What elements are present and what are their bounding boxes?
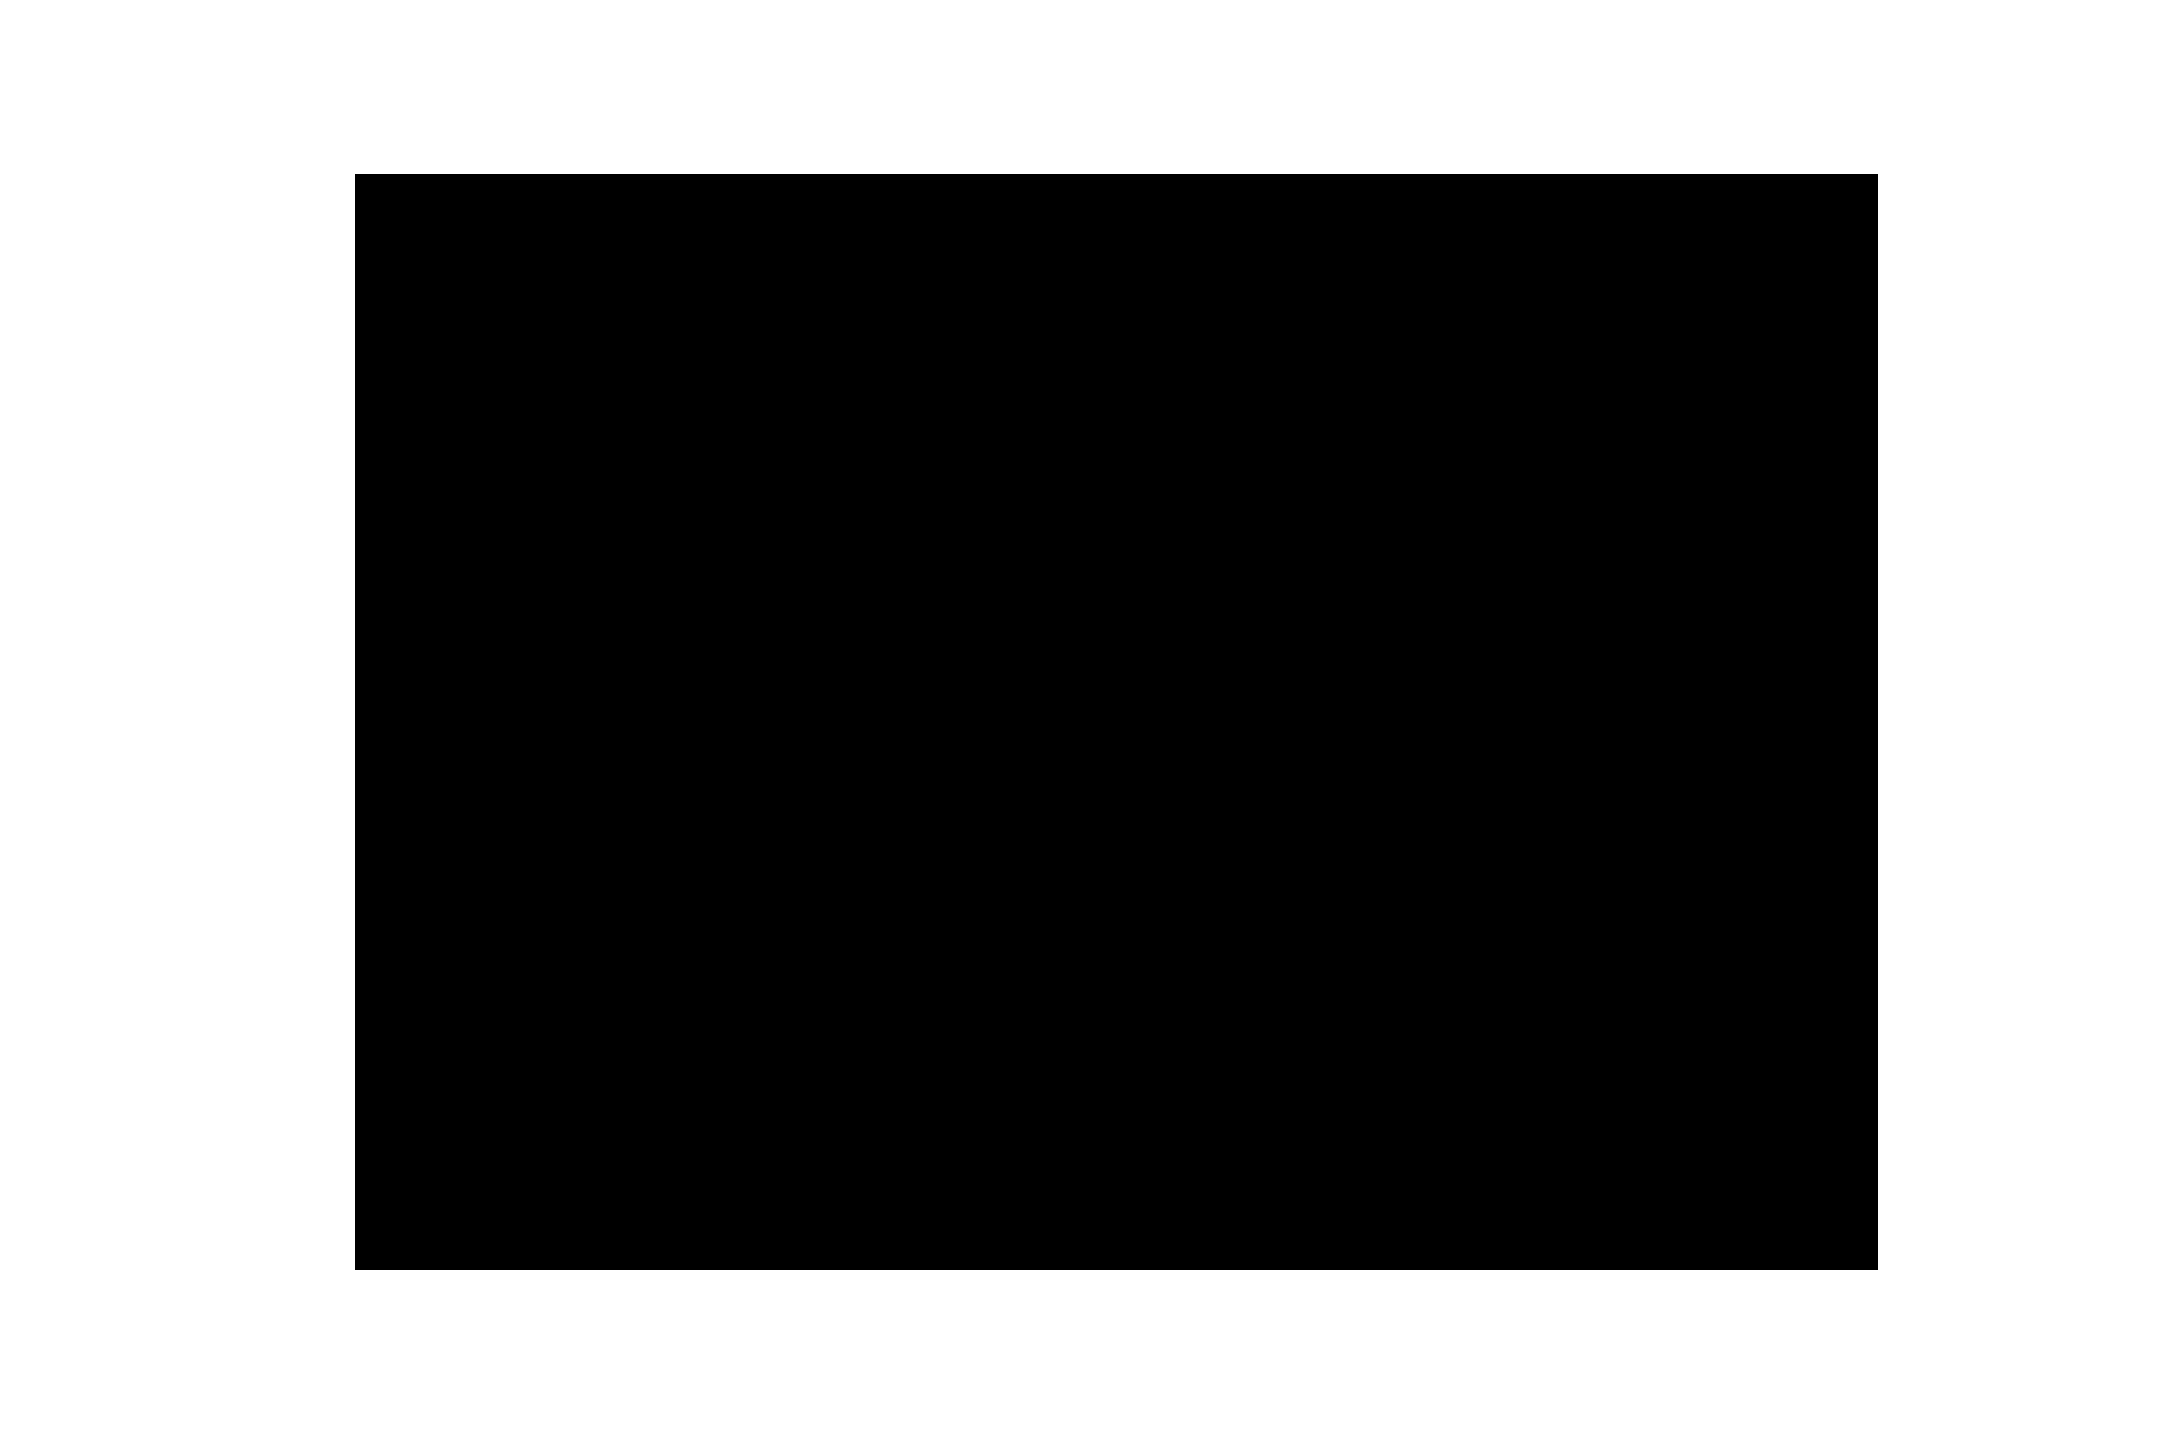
word-cloud <box>355 174 1878 1270</box>
